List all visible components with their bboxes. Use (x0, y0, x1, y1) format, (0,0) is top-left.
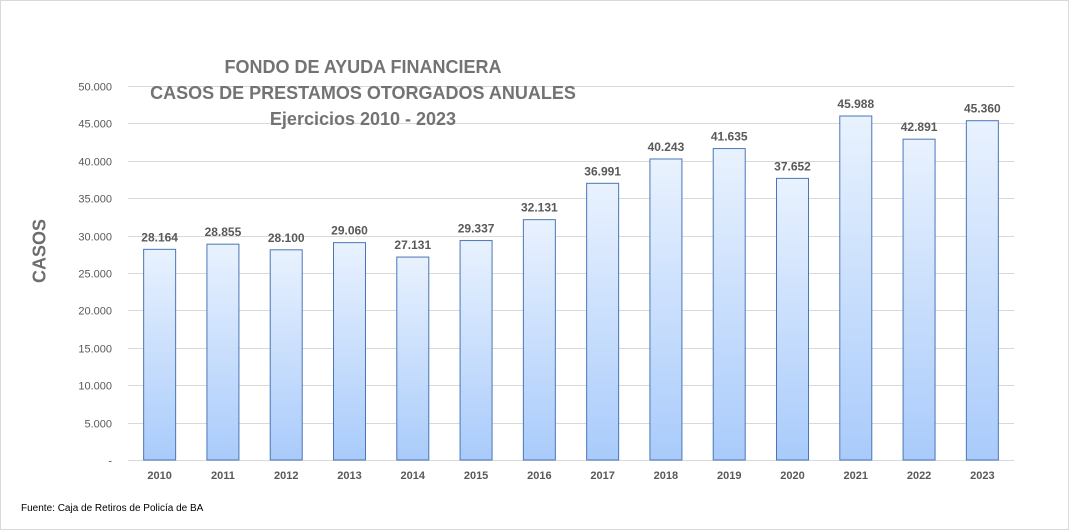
x-tick-label: 2021 (844, 470, 868, 482)
x-tick-label: 2023 (970, 470, 994, 482)
bar-value-label: 28.100 (268, 231, 305, 245)
bar-value-label: 28.164 (141, 230, 178, 244)
y-tick-label: 10.000 (78, 381, 112, 393)
bar-value-label: 37.652 (774, 159, 811, 173)
bar (206, 243, 240, 461)
y-axis-label: CASOS (29, 218, 50, 284)
bar-value-label: 27.131 (394, 238, 431, 252)
x-tick-label: 2016 (527, 470, 551, 482)
bar-value-label: 28.855 (205, 225, 242, 239)
y-tick-label: - (108, 456, 112, 468)
bar-value-label: 42.891 (901, 120, 938, 134)
bar (712, 148, 746, 461)
bar-value-label: 29.337 (458, 222, 495, 236)
bar-value-label: 32.131 (521, 201, 558, 215)
bar (586, 182, 620, 461)
x-tick-label: 2014 (401, 470, 426, 482)
bar (143, 248, 177, 461)
x-tick-label: 2015 (464, 470, 488, 482)
x-tick-label: 2012 (274, 470, 298, 482)
x-tick-label: 2020 (780, 470, 804, 482)
y-tick-label: 30.000 (78, 232, 112, 244)
chart-title-line-2: CASOS DE PRESTAMOS OTORGADOS ANUALES (150, 83, 576, 103)
bar (902, 138, 936, 461)
x-tick-label: 2018 (654, 470, 678, 482)
source-note: Fuente: Caja de Retiros de Policía de BA (21, 503, 204, 514)
x-tick-label: 2019 (717, 470, 741, 482)
bar (459, 240, 493, 461)
y-tick-label: 50.000 (78, 82, 112, 94)
bar (839, 115, 873, 461)
chart-title-line-1: FONDO DE AYUDA FINANCIERA (224, 57, 502, 77)
bar (396, 256, 430, 461)
y-tick-label: 15.000 (78, 344, 112, 356)
x-tick-label: 2017 (590, 470, 614, 482)
x-tick-label: 2010 (147, 470, 171, 482)
bar (333, 242, 366, 461)
bar-value-label: 36.991 (584, 164, 621, 178)
y-tick-label: 40.000 (78, 157, 112, 169)
bar-value-label: 41.635 (711, 130, 748, 144)
bar (776, 177, 809, 461)
y-tick-label: 45.000 (78, 119, 112, 131)
bar-value-label: 29.060 (331, 224, 368, 238)
y-tick-label: 20.000 (78, 306, 112, 318)
bar (269, 249, 303, 461)
x-tick-label: 2022 (907, 470, 931, 482)
bar (522, 219, 556, 461)
x-tick-label: 2013 (337, 470, 361, 482)
bar-value-label: 40.243 (648, 140, 685, 154)
bar-value-label: 45.360 (964, 102, 1001, 116)
y-tick-label: 35.000 (78, 194, 112, 206)
bar (965, 120, 999, 461)
y-tick-label: 25.000 (78, 269, 112, 281)
y-tick-label: 5.000 (84, 419, 112, 431)
bar-value-label: 45.988 (837, 97, 874, 111)
chart-title-line-3: Ejercicios 2010 - 2023 (269, 109, 457, 129)
bar (649, 158, 683, 461)
x-tick-label: 2011 (211, 470, 235, 482)
